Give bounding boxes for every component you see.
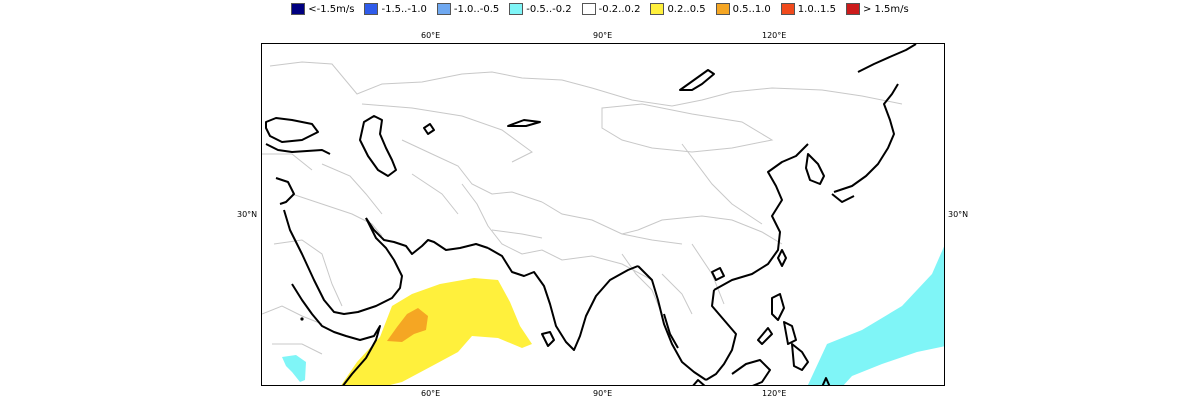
legend-label: 0.2..0.5 [667,3,706,15]
legend: <-1.5m/s -1.5..-1.0 -1.0..-0.5 -0.5..-0.… [0,3,1200,15]
legend-item-1-0-to-1-5: 1.0..1.5 [780,3,836,15]
legend-item-0-2-to-0-5: 0.2..0.5 [650,3,706,15]
negative-anomaly-east-africa [282,355,306,382]
swatch-red-icon [845,3,860,15]
swatch-cyan-icon [509,3,524,15]
legend-item-minus-1-5-to-minus-1-0: -1.5..-1.0 [364,3,427,15]
legend-item-minus-0-5-to-minus-0-2: -0.5..-0.2 [509,3,572,15]
tick-right-30n: 30°N [948,210,969,219]
coast-japan [833,83,899,193]
tick-bottom-60e: 60°E [421,389,441,398]
legend-item-gt-1-5: > 1.5m/s [845,3,909,15]
swatch-yellow-icon [650,3,665,15]
swatch-red-orange-icon [780,3,795,15]
coastlines [265,44,917,385]
legend-label: -1.0..-0.5 [453,3,500,15]
swatch-orange-icon [715,3,730,15]
island-dot [300,317,304,321]
swatch-white-icon [581,3,596,15]
swatch-dark-blue-icon [291,3,306,15]
tick-bottom-120e: 120°E [762,389,787,398]
legend-label: 1.0..1.5 [797,3,836,15]
legend-label: <-1.5m/s [308,3,355,15]
coast-caspian-sea [359,115,397,177]
legend-item-0-5-to-1-0: 0.5..1.0 [715,3,771,15]
swatch-blue-icon [364,3,379,15]
legend-label: -0.2..0.2 [598,3,641,15]
legend-label: > 1.5m/s [862,3,909,15]
tick-top-90e: 90°E [593,31,613,40]
tick-left-30n: 30°N [237,210,258,219]
map-canvas [262,44,944,385]
tick-bottom-90e: 90°E [593,389,613,398]
swatch-light-blue-icon [436,3,451,15]
country-borders [262,61,903,355]
legend-label: -0.5..-0.2 [526,3,572,15]
strong-positive-anomaly [387,308,428,342]
tick-top-120e: 120°E [762,31,787,40]
positive-anomaly-arabian-sea [341,278,532,385]
legend-item-lt-minus-1-5: <-1.5m/s [291,3,354,15]
map-panel [261,43,945,386]
legend-item-minus-0-2-to-0-2: -0.2..0.2 [581,3,641,15]
legend-label: -1.5..-1.0 [381,3,427,15]
legend-item-minus-1-0-to-minus-0-5: -1.0..-0.5 [436,3,500,15]
tick-top-60e: 60°E [421,31,441,40]
legend-label: 0.5..1.0 [732,3,771,15]
negative-anomaly-pacific [807,246,944,385]
coast-black-sea [265,117,319,143]
